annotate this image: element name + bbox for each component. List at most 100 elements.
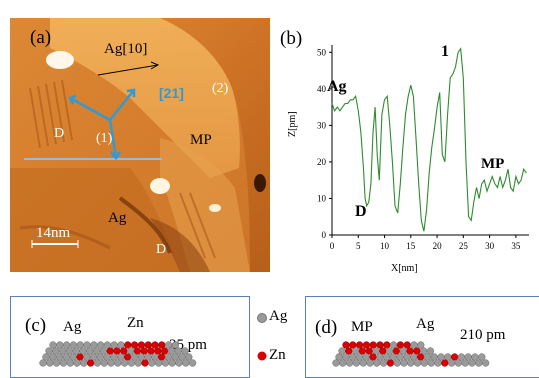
zn-atom: [154, 347, 162, 355]
ag-atom: [471, 353, 479, 361]
ag-atom: [171, 353, 179, 361]
line-profile-chart: 0 5 10 15 20 25 30 35 0 10 20 30 40 50: [317, 45, 529, 251]
zn-atom: [141, 359, 149, 367]
ag-atom: [188, 359, 197, 367]
ag-atom: [168, 359, 176, 367]
zn-atom: [365, 347, 373, 355]
panel-c-atom-model: [39, 341, 197, 367]
ag-atom: [407, 359, 415, 367]
ag-atom: [130, 353, 139, 361]
zn-atom: [392, 347, 401, 355]
ag-atom: [96, 353, 105, 361]
y-tick-label: 30: [317, 120, 327, 130]
annotation-d: D: [355, 203, 367, 220]
ag-atom: [427, 359, 435, 367]
ag-atom: [478, 353, 486, 361]
panel-d-right-label: Ag: [416, 316, 435, 332]
ag-atom: [182, 359, 190, 367]
ag-atom: [137, 353, 145, 361]
ag-atom: [134, 359, 142, 367]
panel-d-left-label: MP: [351, 319, 373, 335]
panel-c: (c) Ag Zn 25 pm: [10, 296, 250, 378]
ag-atom: [434, 359, 442, 367]
ag-atom: [410, 353, 418, 361]
ag-atom: [120, 359, 129, 367]
ag-atom: [373, 359, 381, 367]
region-label-1: (1): [96, 131, 113, 146]
panel-c-label: (c): [25, 315, 47, 336]
ag-atom: [468, 359, 476, 367]
zn-atom: [147, 347, 155, 355]
ag-atom: [352, 359, 361, 367]
ag-atom: [178, 353, 186, 361]
zn-atom: [413, 347, 421, 355]
y-tick-label: 10: [317, 193, 327, 203]
x-tick-label: 25: [459, 241, 469, 251]
zn-atom: [358, 347, 367, 355]
ag-atom: [58, 347, 67, 355]
panel-c-right-label: Zn: [127, 315, 144, 331]
y-tick-label: 50: [317, 47, 327, 57]
ag-atom: [447, 359, 456, 367]
ag-atom: [372, 347, 380, 355]
ag-atom: [403, 353, 411, 361]
ag-atom: [62, 353, 71, 361]
panel-c-left-label: Ag: [63, 319, 82, 335]
zn-atom: [86, 359, 95, 367]
ag-atom: [475, 359, 483, 367]
ag-atom: [454, 359, 463, 367]
ag-atom: [348, 353, 357, 361]
profile-series-line: [331, 47, 527, 232]
region-label-ag: Ag: [108, 210, 127, 226]
ag-atom: [52, 359, 61, 367]
ag-atom: [351, 347, 360, 355]
region-label-d-lower: D: [156, 242, 167, 257]
ag-atom: [400, 359, 408, 367]
zn-atom: [157, 353, 166, 361]
x-tick-label: 10: [380, 241, 390, 251]
ag-atom: [345, 359, 354, 367]
zn-atom: [140, 347, 148, 355]
ag-atom: [376, 353, 384, 361]
panel-d: (d) MP Ag 210 pm: [305, 296, 539, 378]
ag-atom: [355, 353, 364, 361]
zn-atom: [450, 353, 459, 361]
ag-atom: [39, 359, 47, 367]
ag-atom: [426, 347, 435, 355]
ag-atom: [103, 353, 111, 361]
ag-atom: [117, 353, 125, 361]
ag-atom: [55, 353, 64, 361]
y-tick-label: 40: [317, 84, 327, 94]
zn-atom: [106, 347, 114, 355]
ag-atom: [46, 359, 54, 367]
ag-atom: [110, 353, 118, 361]
x-tick-label: 15: [406, 241, 416, 251]
zn-atom: [76, 353, 84, 361]
legend-zn-marker: [257, 351, 267, 361]
ag-atom: [461, 359, 469, 367]
ag-atom: [385, 347, 394, 355]
ag-atom: [83, 353, 91, 361]
annotation-ag: Ag: [327, 78, 347, 95]
direction-ag-label: Ag[10]: [104, 41, 148, 57]
zn-atom: [123, 353, 132, 361]
x-tick-label: 30: [485, 241, 495, 251]
x-tick-label: 0: [330, 241, 335, 251]
zn-atom: [441, 359, 449, 367]
ag-atom: [362, 353, 370, 361]
zn-atom: [406, 347, 414, 355]
ag-atom: [99, 347, 108, 355]
x-tick-label: 35: [511, 241, 521, 251]
ag-atom: [107, 359, 115, 367]
ag-atom: [49, 353, 57, 361]
ag-atom: [73, 359, 81, 367]
ag-atom: [175, 359, 183, 367]
ag-atom: [389, 353, 398, 361]
ag-atom: [366, 359, 374, 367]
zn-atom: [160, 347, 169, 355]
panel-b-label: (b): [280, 28, 303, 49]
ag-atom: [419, 347, 428, 355]
ag-atom: [167, 347, 176, 355]
ag-atom: [430, 353, 438, 361]
ag-atom: [437, 353, 445, 361]
